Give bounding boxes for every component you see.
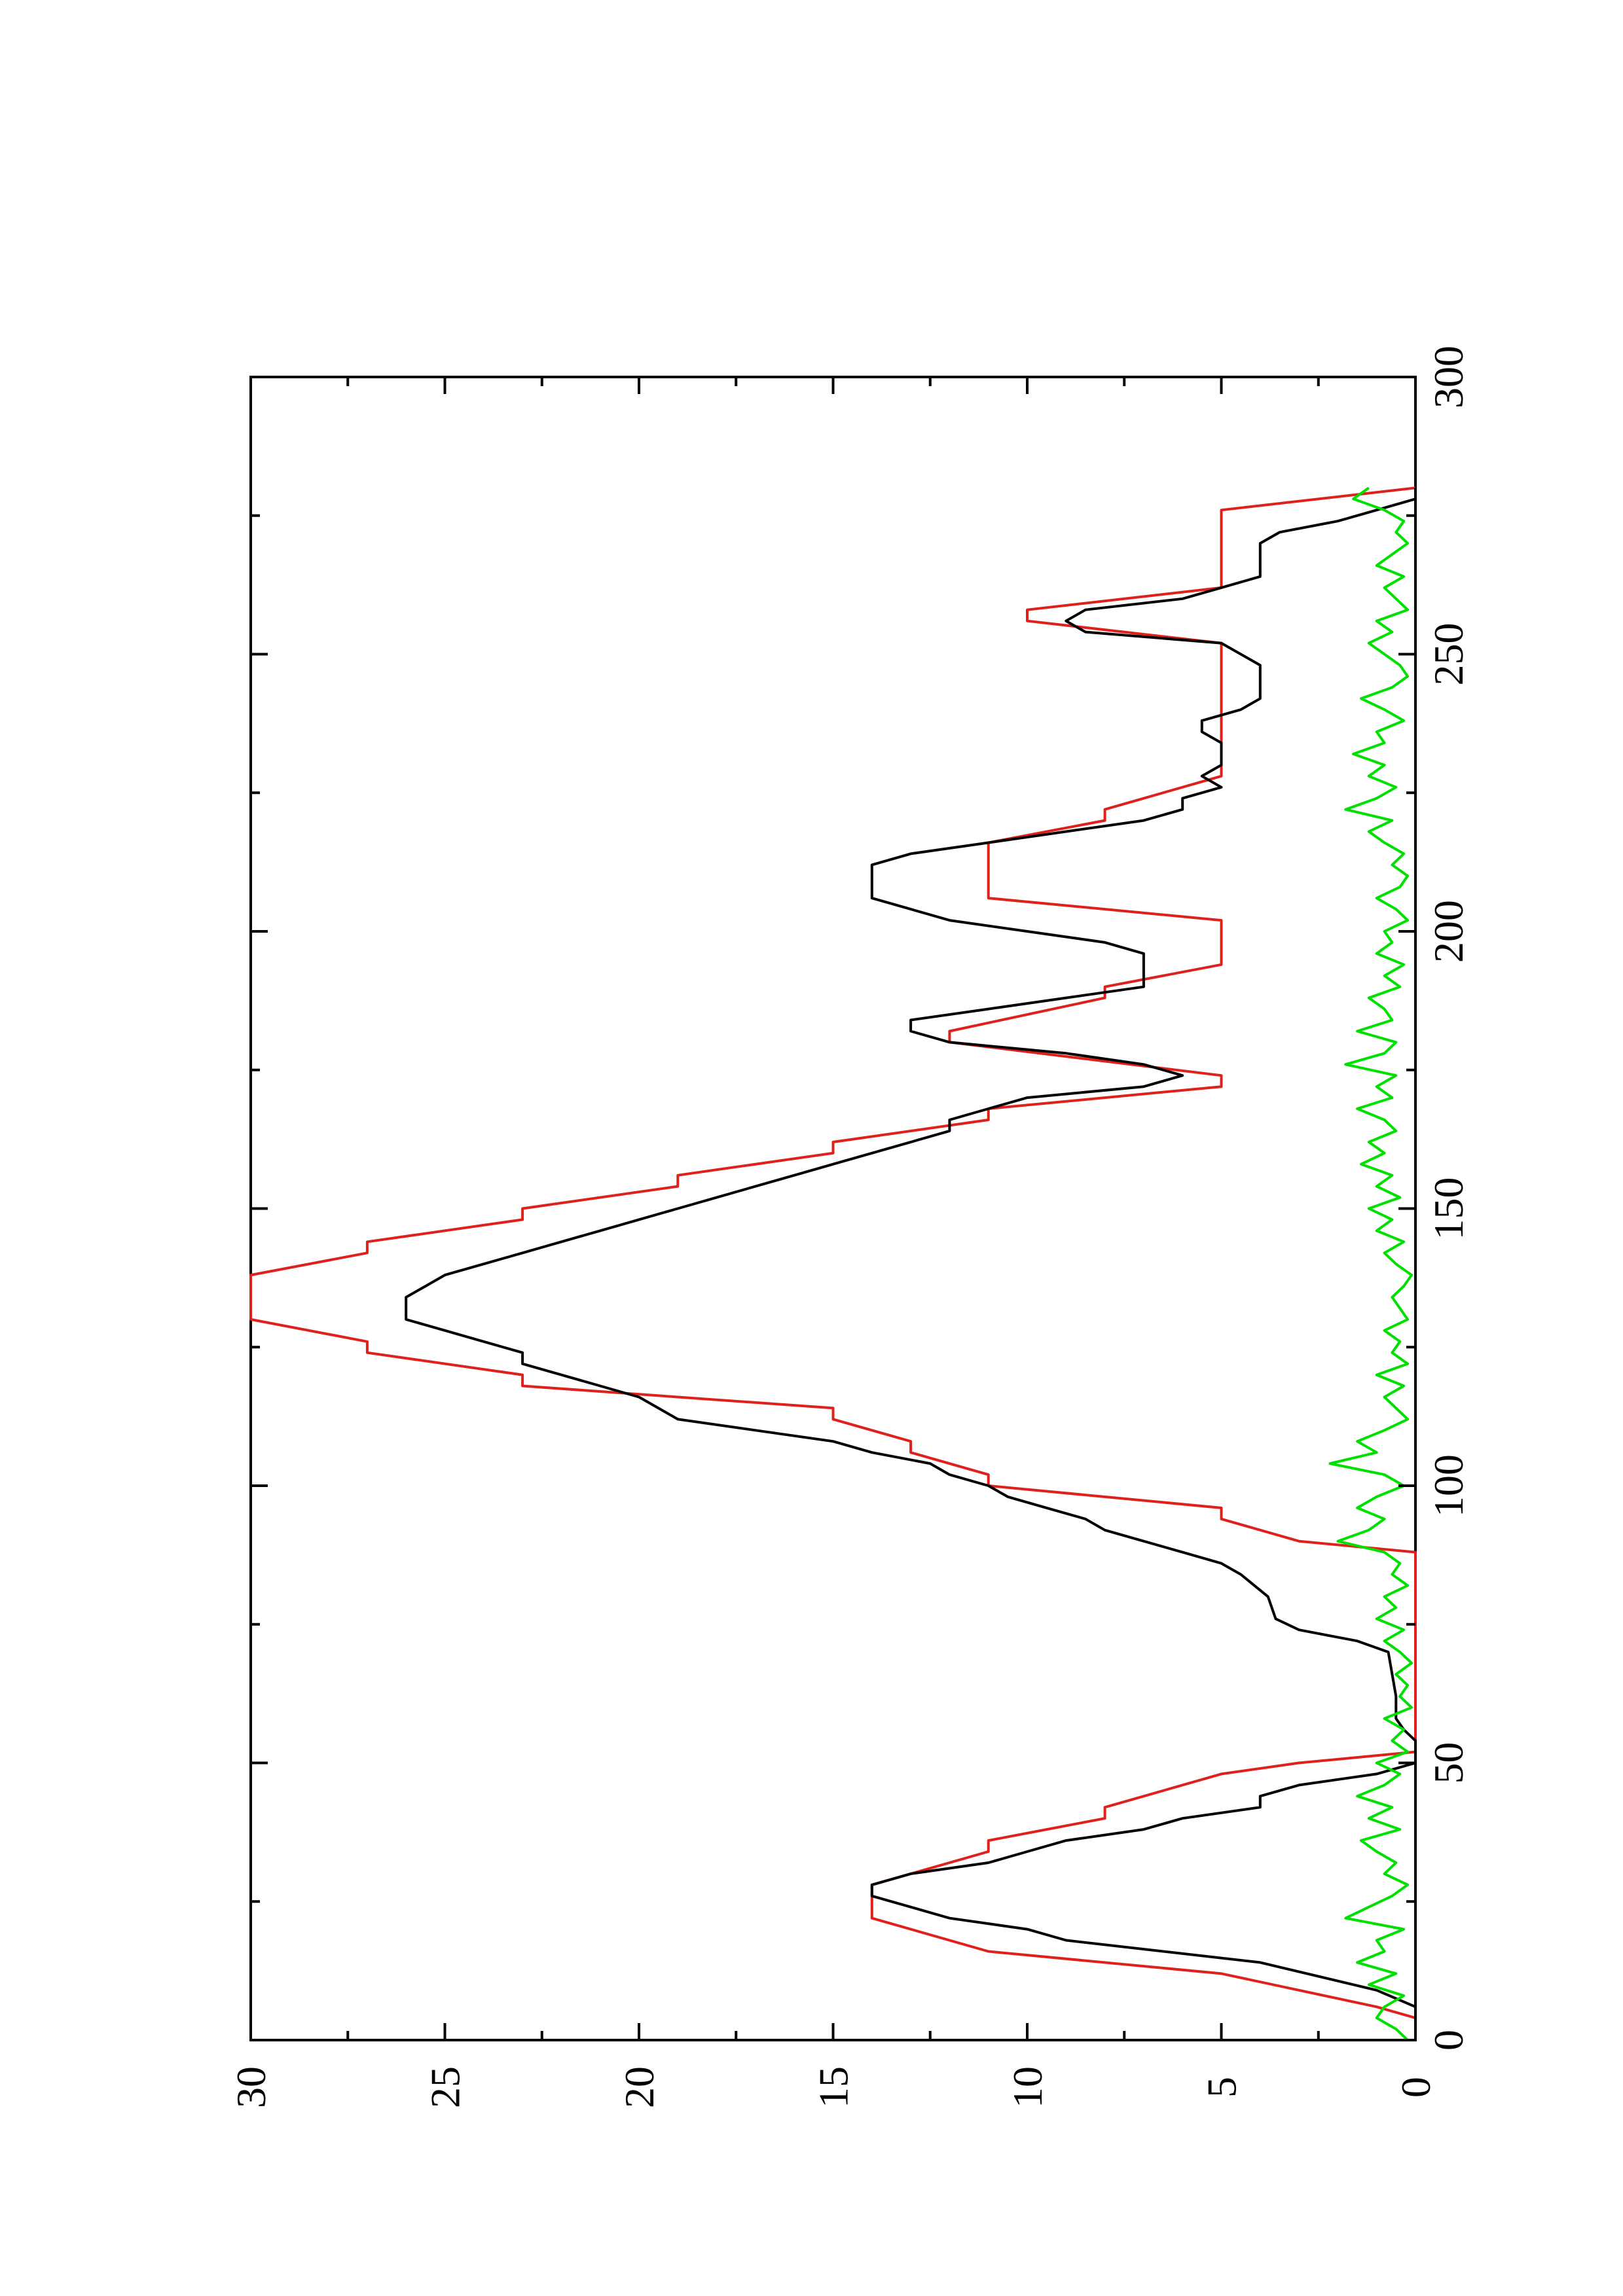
y-tick-label: 15 — [811, 2066, 857, 2108]
y-tick-label: 30 — [228, 2066, 274, 2108]
x-tick-label: 50 — [1425, 1742, 1472, 1784]
y-tick-label: 20 — [616, 2066, 663, 2108]
x-tick-label: 0 — [1425, 2030, 1472, 2051]
y-tick-label: 0 — [1393, 2077, 1439, 2098]
y-tick-label: 5 — [1199, 2077, 1245, 2098]
plot-area: 0 50 100 150 200 250 300 0 5 10 15 20 25 30 — [228, 346, 1472, 2108]
x-tick-label: 250 — [1425, 623, 1472, 686]
series-layer — [249, 486, 1417, 2041]
x-tick-label: 100 — [1425, 1454, 1472, 1517]
y-tick-label: 10 — [1004, 2066, 1051, 2108]
series-line-1 — [405, 488, 1417, 2040]
x-tick-label: 200 — [1425, 900, 1472, 963]
x-tick-label: 300 — [1425, 346, 1472, 408]
series-line-0 — [249, 486, 1417, 2040]
plot-frame — [249, 376, 1417, 2041]
x-tick-label: 150 — [1425, 1177, 1472, 1240]
tick-layer: 0 50 100 150 200 250 300 0 5 10 15 20 25 30 — [228, 346, 1472, 2108]
series-line-2 — [1328, 486, 1413, 2041]
y-tick-label: 25 — [422, 2066, 469, 2108]
